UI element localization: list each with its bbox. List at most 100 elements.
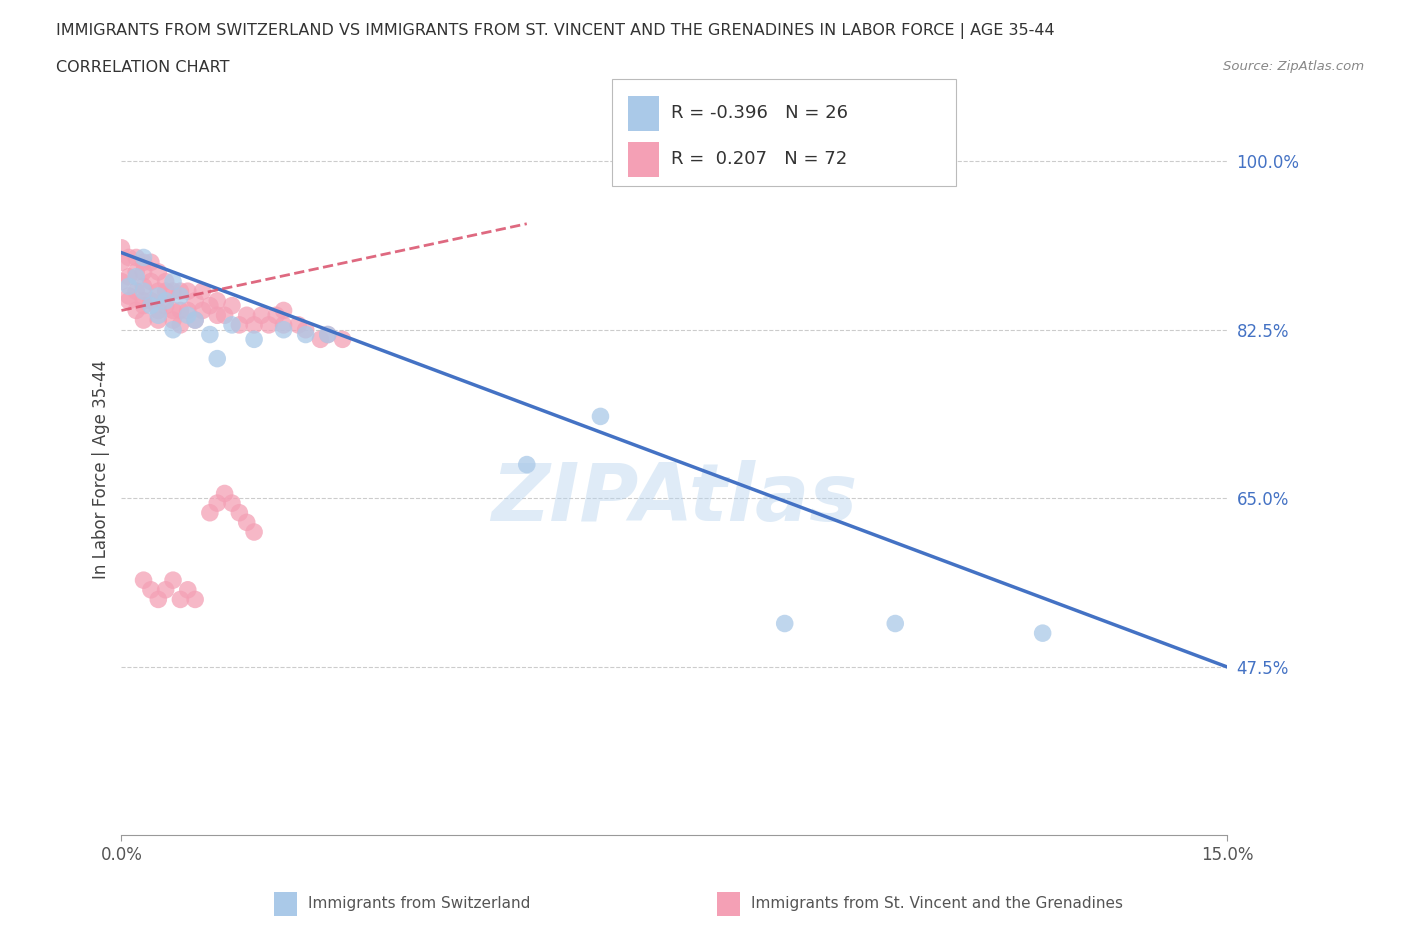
- Point: [221, 299, 243, 313]
- Point: [148, 303, 170, 318]
- Point: [1032, 626, 1054, 641]
- Point: [162, 303, 184, 318]
- Point: [516, 458, 538, 472]
- Point: [243, 525, 266, 539]
- Point: [132, 293, 155, 308]
- Point: [294, 323, 316, 338]
- Point: [139, 299, 162, 313]
- Point: [191, 303, 214, 318]
- Point: [118, 250, 141, 265]
- Point: [773, 616, 796, 631]
- Point: [207, 352, 229, 366]
- Text: CORRELATION CHART: CORRELATION CHART: [56, 60, 229, 75]
- Point: [162, 284, 184, 299]
- Point: [257, 317, 280, 332]
- Point: [148, 288, 170, 303]
- Point: [155, 274, 177, 289]
- Text: ZIPAtlas: ZIPAtlas: [491, 459, 858, 538]
- Point: [118, 270, 141, 285]
- Point: [162, 323, 184, 338]
- Point: [118, 293, 141, 308]
- Text: R =  0.207   N = 72: R = 0.207 N = 72: [671, 151, 846, 168]
- Point: [148, 264, 170, 279]
- Point: [162, 312, 184, 327]
- Point: [155, 299, 177, 313]
- Point: [273, 303, 295, 318]
- Point: [110, 240, 132, 255]
- Point: [155, 284, 177, 299]
- Point: [221, 317, 243, 332]
- Point: [207, 496, 229, 511]
- Point: [162, 274, 184, 289]
- Point: [148, 308, 170, 323]
- Text: Source: ZipAtlas.com: Source: ZipAtlas.com: [1223, 60, 1364, 73]
- Point: [132, 284, 155, 299]
- Point: [169, 284, 191, 299]
- Point: [198, 505, 221, 520]
- Point: [169, 303, 191, 318]
- Point: [273, 323, 295, 338]
- Point: [177, 582, 200, 597]
- Point: [110, 255, 132, 270]
- Point: [169, 317, 191, 332]
- Point: [250, 308, 273, 323]
- Point: [184, 312, 207, 327]
- Point: [884, 616, 907, 631]
- Text: IMMIGRANTS FROM SWITZERLAND VS IMMIGRANTS FROM ST. VINCENT AND THE GRENADINES IN: IMMIGRANTS FROM SWITZERLAND VS IMMIGRANT…: [56, 23, 1054, 39]
- Point: [316, 327, 339, 342]
- Point: [243, 317, 266, 332]
- Point: [177, 303, 200, 318]
- Point: [118, 288, 141, 303]
- Point: [228, 505, 250, 520]
- Point: [132, 264, 155, 279]
- Point: [214, 308, 236, 323]
- Point: [139, 293, 162, 308]
- Point: [118, 279, 141, 294]
- Point: [264, 308, 287, 323]
- Point: [148, 312, 170, 327]
- Point: [191, 284, 214, 299]
- Point: [198, 299, 221, 313]
- Point: [169, 288, 191, 303]
- Point: [294, 327, 316, 342]
- Point: [132, 573, 155, 588]
- Point: [139, 582, 162, 597]
- Point: [139, 274, 162, 289]
- Point: [139, 255, 162, 270]
- Y-axis label: In Labor Force | Age 35-44: In Labor Force | Age 35-44: [93, 360, 110, 579]
- Point: [177, 284, 200, 299]
- Point: [221, 496, 243, 511]
- Point: [184, 312, 207, 327]
- Point: [243, 332, 266, 347]
- Point: [207, 308, 229, 323]
- Point: [273, 317, 295, 332]
- Point: [132, 312, 155, 327]
- Point: [169, 592, 191, 607]
- Point: [235, 515, 257, 530]
- Point: [184, 592, 207, 607]
- Text: Immigrants from St. Vincent and the Grenadines: Immigrants from St. Vincent and the Gren…: [751, 897, 1123, 911]
- Point: [132, 299, 155, 313]
- Point: [155, 582, 177, 597]
- Text: R = -0.396   N = 26: R = -0.396 N = 26: [671, 104, 848, 122]
- Point: [228, 317, 250, 332]
- Point: [309, 332, 332, 347]
- Point: [589, 409, 612, 424]
- Point: [214, 486, 236, 501]
- Point: [148, 592, 170, 607]
- Point: [207, 293, 229, 308]
- Point: [332, 332, 354, 347]
- Point: [287, 317, 309, 332]
- Text: Immigrants from Switzerland: Immigrants from Switzerland: [308, 897, 530, 911]
- Point: [125, 284, 148, 299]
- Point: [184, 293, 207, 308]
- Point: [132, 250, 155, 265]
- Point: [235, 308, 257, 323]
- Point: [125, 303, 148, 318]
- Point: [162, 573, 184, 588]
- Point: [125, 264, 148, 279]
- Point: [132, 255, 155, 270]
- Point: [110, 274, 132, 289]
- Point: [316, 327, 339, 342]
- Point: [125, 270, 148, 285]
